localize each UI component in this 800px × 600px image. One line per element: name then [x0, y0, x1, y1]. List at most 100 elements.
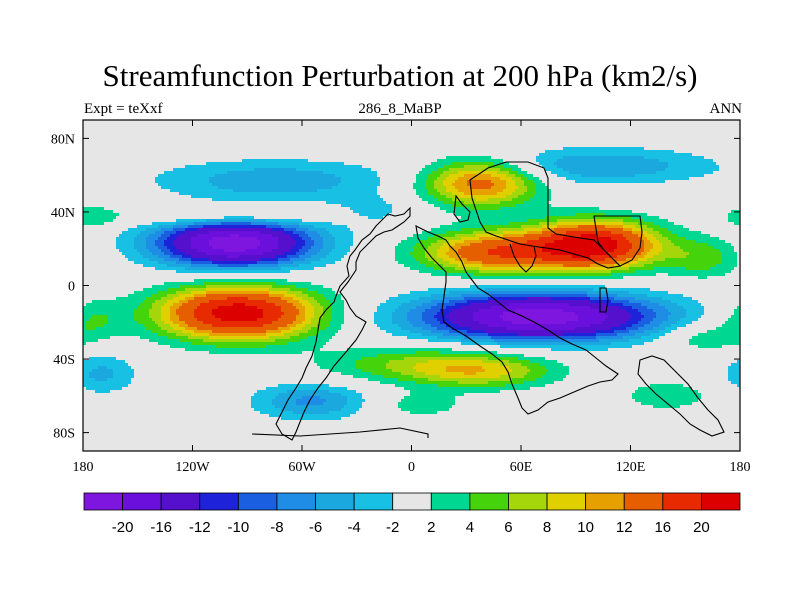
field-cell — [503, 312, 576, 316]
field-cell — [443, 165, 465, 169]
field-cell — [656, 237, 669, 241]
field-cell — [725, 273, 741, 277]
field-cell — [623, 336, 642, 340]
field-cell — [647, 237, 657, 241]
field-cell — [623, 234, 639, 238]
field-cell — [86, 321, 108, 325]
field-cell — [515, 309, 564, 313]
field-cell — [83, 150, 546, 154]
field-cell — [164, 282, 204, 286]
field-cell — [278, 264, 300, 268]
field-cell — [134, 315, 150, 319]
field-cell — [200, 303, 234, 307]
field-cell — [467, 183, 495, 187]
field-cell — [647, 294, 684, 298]
field-cell — [635, 174, 705, 178]
colorbar-label: 12 — [616, 519, 633, 536]
field-cell — [320, 303, 333, 307]
field-cell — [293, 237, 303, 241]
field-cell — [290, 336, 309, 340]
field-cell — [209, 231, 261, 235]
field-cell — [293, 330, 309, 334]
field-cell — [485, 330, 597, 334]
field-cell — [503, 159, 537, 163]
field-cell — [701, 396, 741, 400]
field-cell — [269, 291, 288, 295]
field-cell — [707, 330, 741, 334]
field-cell — [83, 276, 462, 280]
field-cell — [380, 180, 417, 184]
field-cell — [164, 252, 174, 256]
field-cell — [353, 240, 402, 244]
field-cell — [212, 198, 384, 202]
field-cell — [644, 255, 654, 259]
field-cell — [206, 252, 264, 256]
field-cell — [164, 321, 174, 325]
field-cell — [380, 195, 420, 199]
field-cell — [83, 297, 117, 301]
field-cell — [650, 240, 660, 244]
field-cell — [509, 162, 540, 166]
field-cell — [413, 186, 426, 190]
field-cell — [617, 255, 636, 259]
field-cell — [83, 384, 129, 388]
field-cell — [731, 270, 741, 274]
field-cell — [377, 309, 396, 313]
field-cell — [311, 237, 324, 241]
coastline-antarctica — [251, 427, 429, 438]
field-cell — [194, 330, 213, 334]
field-cell — [362, 165, 426, 169]
field-cell — [644, 315, 657, 319]
field-cell — [458, 189, 504, 193]
field-cell — [317, 231, 330, 235]
field-cell — [656, 273, 669, 277]
field-cell — [629, 330, 645, 334]
field-cell — [449, 291, 489, 295]
field-cell — [155, 300, 168, 304]
field-cell — [527, 372, 546, 376]
field-cell — [728, 378, 741, 382]
field-cell — [314, 306, 324, 310]
field-cell — [524, 375, 543, 379]
field-cell — [677, 303, 702, 307]
field-cell — [308, 234, 321, 238]
field-cell — [341, 408, 360, 412]
field-cell — [668, 273, 726, 277]
field-cell — [98, 339, 150, 343]
field-cell — [413, 183, 426, 187]
field-cell — [425, 252, 438, 256]
field-cell — [317, 333, 336, 337]
field-cell — [617, 261, 630, 265]
field-cell — [425, 321, 441, 325]
field-cell — [251, 222, 279, 226]
field-cell — [128, 258, 150, 262]
x-tick-label: 0 — [408, 460, 415, 475]
field-cell — [713, 171, 741, 175]
field-cell — [644, 243, 654, 247]
field-cell — [191, 261, 213, 265]
field-cell — [719, 168, 741, 172]
field-cell — [281, 309, 300, 313]
field-cell — [458, 252, 489, 256]
field-cell — [92, 369, 114, 373]
field-cell — [404, 357, 489, 361]
field-cell — [629, 318, 642, 322]
field-cell — [335, 291, 411, 295]
field-cell — [296, 318, 306, 322]
field-cell — [134, 261, 159, 265]
field-cell — [185, 228, 198, 232]
field-cell — [569, 366, 729, 370]
field-cell — [653, 234, 663, 238]
field-cell — [485, 369, 513, 373]
field-cell — [185, 231, 210, 235]
field-cell — [335, 174, 378, 178]
field-cell — [683, 225, 741, 229]
field-cell — [398, 378, 429, 382]
coastline-greenland — [453, 194, 471, 223]
field-cell — [629, 312, 642, 316]
field-cell — [257, 237, 279, 241]
field-cell — [611, 231, 633, 235]
field-cell — [119, 249, 138, 253]
field-cell — [491, 306, 591, 310]
